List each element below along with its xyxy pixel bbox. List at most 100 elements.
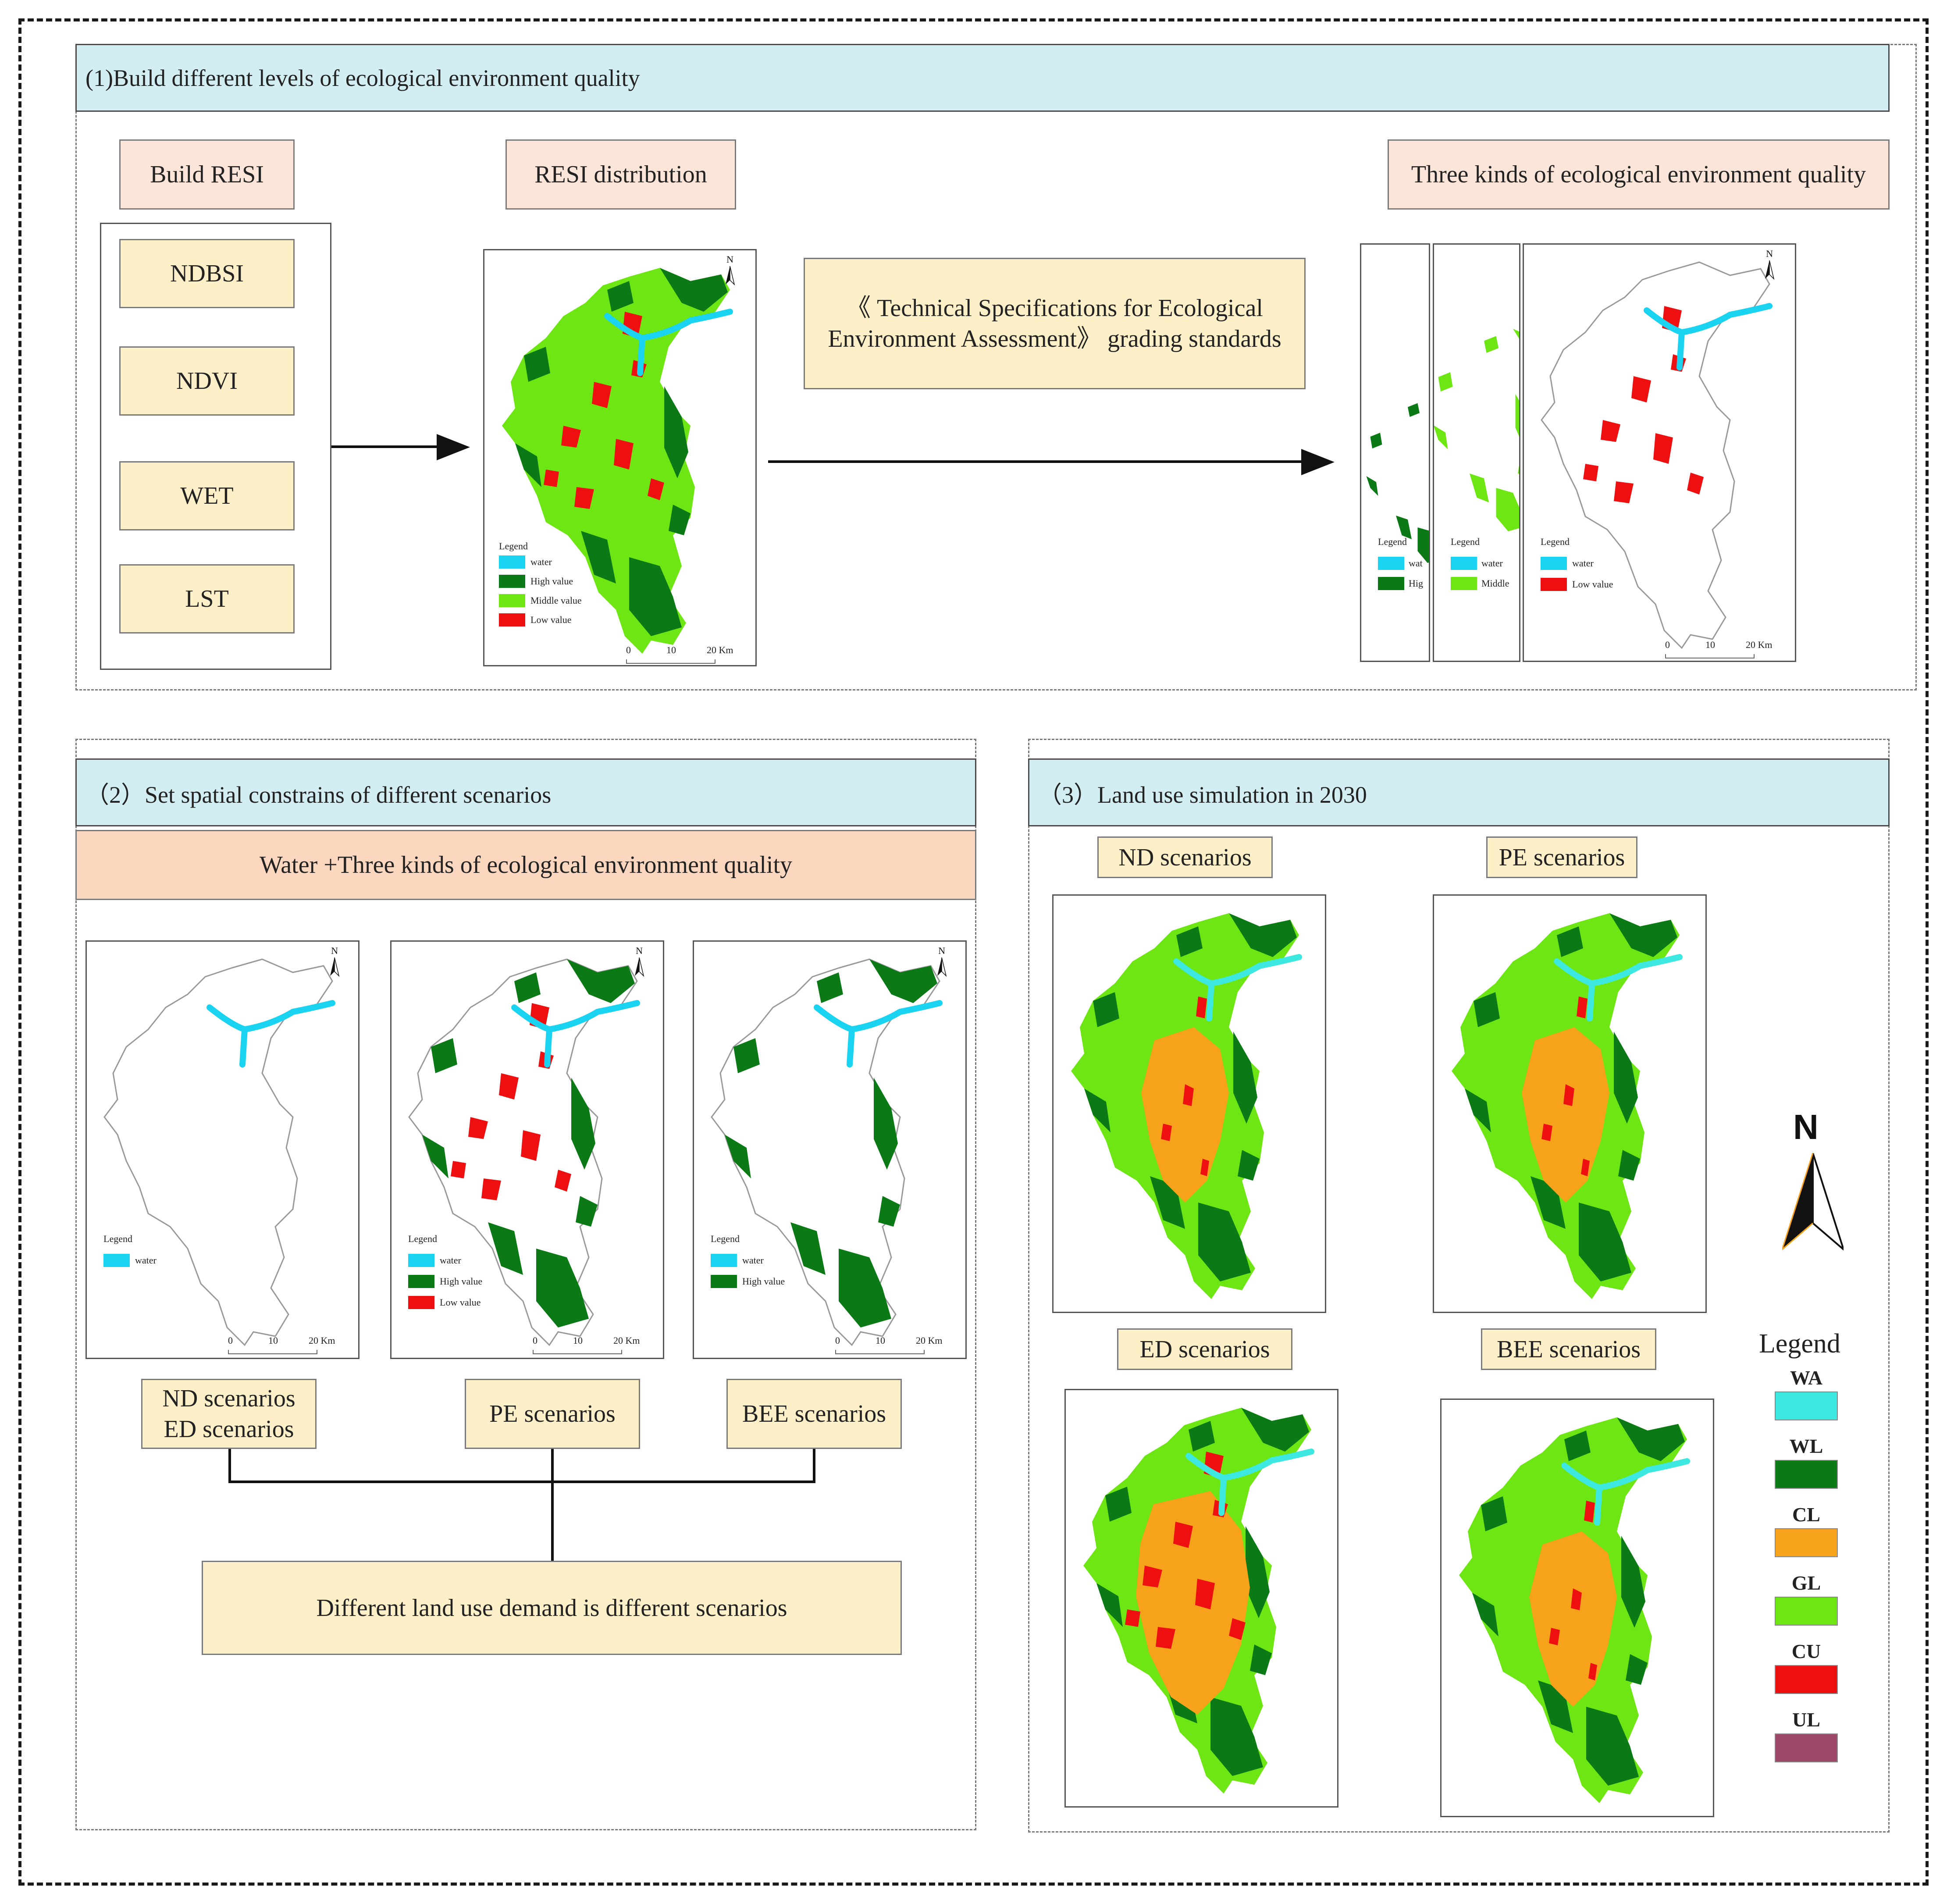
- legend-swatch-low: [499, 613, 525, 626]
- spec-box: 《 Technical Specifications for Ecologica…: [804, 258, 1306, 389]
- b-s10: 10: [573, 1335, 583, 1346]
- pe-constraint-map: Legend water High value Low value: [390, 940, 664, 1359]
- middle-value-map-card: Legend water Middle: [1433, 243, 1520, 662]
- north-label: N: [1793, 1107, 1819, 1146]
- nd-ed-box: ND scenarios ED scenarios: [141, 1379, 317, 1449]
- water-constraint-map: Legend water: [85, 940, 360, 1359]
- card3-water: water: [1572, 558, 1594, 569]
- bee-constraint-map: Legend water High value: [693, 940, 967, 1359]
- legend-code-cu: CU: [1791, 1640, 1821, 1662]
- arrow-2-shaft: [768, 460, 1307, 463]
- connector-left: [228, 1449, 231, 1483]
- index-lst: LST: [119, 564, 295, 633]
- water-three-banner: Water +Three kinds of ecological environ…: [75, 830, 976, 900]
- pe-box: PE scenarios: [465, 1379, 640, 1449]
- land-use-legend: WA WL CL GL CU UL: [1771, 1368, 1841, 1778]
- spec-line-2: Environment Assessment》 grading standard…: [828, 325, 1281, 352]
- a-s0: 0: [228, 1335, 233, 1346]
- card3-scale-10: 10: [1705, 639, 1715, 650]
- scale-10: 10: [666, 644, 676, 655]
- map-a-legend: Legend: [103, 1233, 132, 1244]
- card2-legend: Legend: [1451, 536, 1480, 547]
- outer-frame: [18, 18, 1929, 1886]
- low-value-map-card: Legend water Low value 0 10 20 Km: [1523, 243, 1796, 662]
- legend-swatch-wl: [1775, 1460, 1838, 1489]
- map-c-legend: Legend: [711, 1233, 740, 1244]
- legend-swatch-cu: [1775, 1665, 1838, 1694]
- legend-label-high: High value: [530, 576, 573, 587]
- legend-item-ul: UL: [1771, 1710, 1841, 1762]
- three-kinds-box: Three kinds of ecological environment qu…: [1388, 139, 1890, 210]
- legend-label-water: water: [530, 556, 552, 567]
- card1-water: wat: [1409, 558, 1423, 569]
- section3-panel: [1028, 739, 1890, 1833]
- map-b-water: water: [440, 1255, 461, 1266]
- north-arrow-icon: [1782, 1153, 1844, 1251]
- legend-item-gl: GL: [1771, 1573, 1841, 1626]
- legend-swatch-high: [499, 575, 525, 588]
- legend-swatch-water: [499, 555, 525, 569]
- connector-right: [813, 1449, 815, 1483]
- build-resi-box: Build RESI: [119, 139, 295, 210]
- legend-item-wa: WA: [1771, 1368, 1841, 1420]
- card2-water: water: [1481, 558, 1503, 569]
- index-ndbsi: NDBSI: [119, 239, 295, 308]
- c-s10: 10: [876, 1335, 885, 1346]
- map-a-water: water: [135, 1255, 157, 1266]
- map-a-scale: 0 10 20 Km: [228, 1335, 335, 1354]
- a-s10: 10: [268, 1335, 278, 1346]
- legend-item-cu: CU: [1771, 1641, 1841, 1694]
- c-s0: 0: [835, 1335, 840, 1346]
- card3-scale-0: 0: [1665, 639, 1670, 650]
- card3-legend: Legend: [1541, 536, 1570, 547]
- bee-label: BEE scenarios: [1481, 1328, 1656, 1370]
- legend-code-gl: GL: [1791, 1572, 1821, 1594]
- section2-title: （2）Set spatial constrains of different s…: [75, 758, 976, 826]
- demand-box: Different land use demand is different s…: [202, 1561, 902, 1655]
- card1-high: Hig: [1409, 578, 1423, 589]
- legend-code-wa: WA: [1790, 1367, 1823, 1389]
- ed-label: ED scenarios: [1117, 1328, 1292, 1370]
- nd-label: ND scenarios: [1097, 836, 1273, 878]
- connector-center: [551, 1449, 554, 1563]
- map-c-high: High value: [742, 1276, 785, 1287]
- legend-code-ul: UL: [1792, 1708, 1820, 1731]
- legend-item-cl: CL: [1771, 1505, 1841, 1557]
- card3-scale-20: 20 Km: [1746, 639, 1773, 650]
- card3-low: Low value: [1572, 579, 1613, 590]
- legend-label-middle: Middle value: [530, 595, 582, 606]
- section1-title: (1)Build different levels of ecological …: [75, 44, 1890, 112]
- map-c-water: water: [742, 1255, 764, 1266]
- bee-box: BEE scenarios: [726, 1379, 902, 1449]
- land-use-legend-title: Legend: [1759, 1329, 1840, 1359]
- indices-container: [100, 223, 331, 670]
- scale-20: 20 Km: [707, 644, 733, 655]
- arrow-2-head: [1301, 449, 1335, 475]
- legend-swatch-cl: [1775, 1528, 1838, 1557]
- ed-scenario-map: [1064, 1389, 1338, 1808]
- arrow-1-head: [437, 434, 470, 460]
- nd-ed-line-1: ND scenarios: [162, 1385, 295, 1412]
- resi-map: [483, 249, 757, 666]
- high-value-map-card: Legend wat Hig: [1360, 243, 1430, 662]
- section3-title: （3）Land use simulation in 2030: [1028, 758, 1890, 826]
- index-ndvi: NDVI: [119, 346, 295, 416]
- legend-code-cl: CL: [1792, 1503, 1820, 1526]
- map-b-legend: Legend: [408, 1233, 437, 1244]
- arrow-1-shaft: [331, 445, 441, 448]
- c-s20: 20 Km: [916, 1335, 943, 1346]
- map-b-low: Low value: [440, 1297, 481, 1308]
- nd-ed-line-2: ED scenarios: [164, 1416, 294, 1443]
- map-c-scale: 0 10 20 Km: [835, 1335, 943, 1354]
- resi-distribution-box: RESI distribution: [505, 139, 736, 210]
- legend-label-low: Low value: [530, 614, 572, 625]
- nd-scenario-map: [1052, 894, 1326, 1313]
- card2-middle: Middle: [1481, 578, 1509, 589]
- legend-title: Legend: [499, 541, 528, 552]
- index-wet: WET: [119, 461, 295, 530]
- a-s20: 20 Km: [309, 1335, 335, 1346]
- pe-label: PE scenarios: [1486, 836, 1637, 878]
- pe-scenario-map: [1433, 894, 1707, 1313]
- spec-line-1: 《 Technical Specifications for Ecologica…: [846, 295, 1263, 322]
- connector-horizontal: [228, 1480, 815, 1483]
